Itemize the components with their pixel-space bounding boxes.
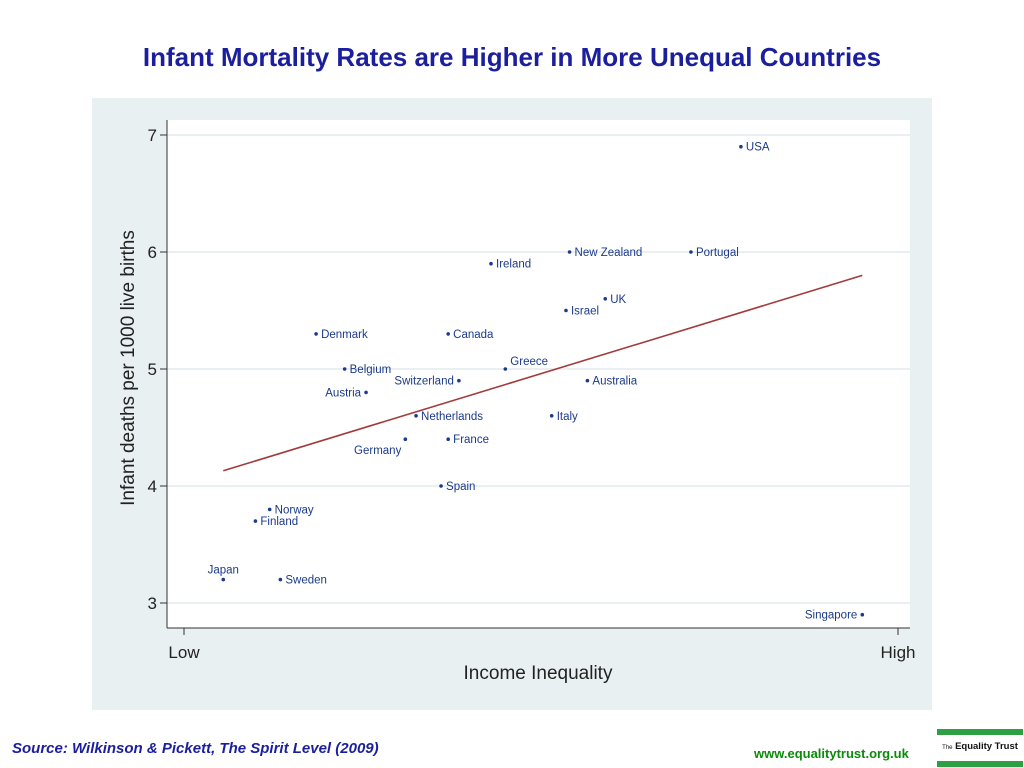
point-norway	[267, 507, 272, 512]
point-new-zealand	[567, 250, 572, 254]
label-portugal: Portugal	[696, 247, 739, 259]
point-belgium	[342, 367, 347, 371]
x-tick-label-high: High	[881, 643, 916, 662]
point-israel	[564, 308, 568, 313]
scatter-chart: 3 4 5 6 7 Low High USA New Zealand Portugal Irela…	[118, 120, 916, 684]
grid-lines	[167, 134, 910, 604]
point-finland	[253, 519, 258, 523]
logo-name: Equality Trust	[955, 741, 1018, 752]
y-tick-label-5: 5	[148, 360, 157, 379]
website-link[interactable]: www.equalitytrust.org.uk	[754, 746, 909, 761]
label-france: France	[453, 434, 489, 446]
label-sweden: Sweden	[285, 575, 327, 587]
point-spain	[439, 484, 443, 488]
point-canada	[446, 332, 450, 336]
point-singapore	[860, 612, 865, 617]
label-belgium: Belgium	[350, 364, 392, 376]
data-points: USA New Zealand Portugal Ireland UK Israel Den…	[208, 142, 865, 622]
label-denmark: Denmark	[321, 329, 368, 341]
label-uk: UK	[610, 294, 626, 306]
label-spain: Spain	[446, 481, 475, 493]
logo-prefix: The	[942, 745, 953, 751]
label-singapore: Singapore	[805, 610, 857, 622]
y-tick-label-7: 7	[148, 126, 157, 145]
label-new-zealand: New Zealand	[575, 247, 643, 259]
point-australia	[585, 378, 590, 383]
x-axis-title: Income Inequality	[464, 663, 613, 684]
label-greece: Greece	[510, 356, 548, 368]
label-italy: Italy	[557, 411, 578, 423]
point-italy	[549, 414, 554, 418]
point-austria	[364, 390, 368, 395]
point-greece	[503, 367, 508, 371]
trend-line	[223, 274, 863, 472]
label-australia: Australia	[592, 376, 637, 388]
label-japan: Japan	[208, 565, 239, 577]
chart-title: Infant Mortality Rates are Higher in Mor…	[142, 42, 882, 72]
label-austria: Austria	[325, 387, 361, 399]
chart-panel: 3 4 5 6 7 Low High USA New Zealand Portugal Irela…	[92, 98, 932, 710]
label-norway: Norway	[275, 504, 314, 516]
y-tick-label-4: 4	[148, 477, 157, 496]
label-switzerland: Switzerland	[394, 376, 453, 388]
x-tick-label-low: Low	[168, 643, 200, 662]
point-sweden	[278, 577, 283, 582]
label-germany: Germany	[354, 445, 402, 457]
point-japan	[221, 577, 226, 582]
y-tick-label-6: 6	[148, 243, 157, 262]
equality-trust-logo: The Equality Trust	[937, 729, 1023, 767]
label-netherlands: Netherlands	[421, 411, 483, 423]
point-ireland	[489, 261, 493, 266]
label-usa: USA	[746, 142, 770, 154]
source-citation: Source: Wilkinson & Pickett, The Spirit …	[12, 740, 379, 757]
y-axis-title: Infant deaths per 1000 live births	[118, 230, 139, 506]
point-uk	[603, 297, 608, 301]
y-tick-label-3: 3	[148, 594, 157, 613]
label-canada: Canada	[453, 329, 494, 341]
point-usa	[739, 144, 743, 149]
label-ireland: Ireland	[496, 259, 531, 271]
point-netherlands	[414, 414, 418, 418]
label-finland: Finland	[260, 516, 298, 528]
label-israel: Israel	[571, 306, 599, 318]
axes: 3 4 5 6 7 Low High	[148, 120, 916, 662]
point-france	[446, 437, 450, 442]
point-denmark	[314, 332, 318, 336]
point-portugal	[689, 250, 693, 254]
point-germany	[403, 437, 408, 442]
point-switzerland	[457, 378, 461, 383]
